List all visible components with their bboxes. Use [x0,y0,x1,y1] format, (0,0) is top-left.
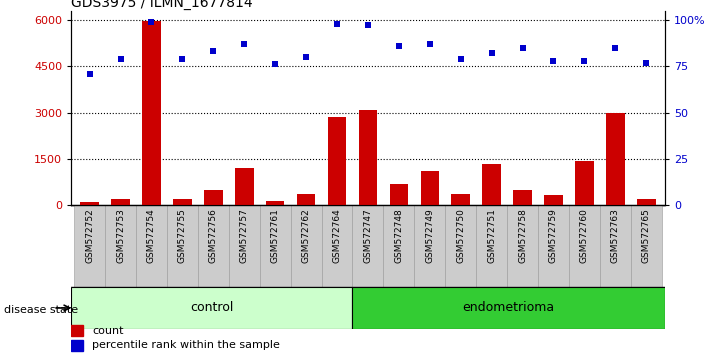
Point [609,45,621,51]
Bar [204,190,223,205]
Bar [600,205,631,287]
Text: GSM572759: GSM572759 [549,208,558,263]
Bar [544,195,562,205]
Point [486,50,497,56]
Point [115,56,127,62]
Bar [538,205,569,287]
Point [146,19,157,24]
Text: GSM572761: GSM572761 [271,208,279,263]
Point [362,23,374,28]
Text: GSM572749: GSM572749 [425,208,434,263]
Point [424,41,435,47]
Text: GSM572762: GSM572762 [301,208,311,263]
Text: disease state: disease state [4,305,77,315]
Bar [575,161,594,205]
Bar [167,205,198,287]
Text: count: count [92,326,124,336]
Text: GSM572764: GSM572764 [333,208,341,263]
Text: GSM572756: GSM572756 [209,208,218,263]
Text: GSM572750: GSM572750 [456,208,465,263]
Bar [266,201,284,205]
Text: GDS3975 / ILMN_1677814: GDS3975 / ILMN_1677814 [71,0,252,10]
Point [331,21,343,27]
Bar [136,205,167,287]
Point [177,56,188,62]
Bar [105,205,136,287]
Bar [513,190,532,205]
Text: GSM572760: GSM572760 [580,208,589,263]
Bar [296,194,316,205]
Bar [358,109,378,205]
Text: GSM572752: GSM572752 [85,208,94,263]
Bar [260,205,291,287]
Point [239,41,250,47]
Text: percentile rank within the sample: percentile rank within the sample [92,340,279,350]
Text: GSM572763: GSM572763 [611,208,620,263]
Point [579,58,590,63]
Point [641,60,652,65]
Bar [507,205,538,287]
Point [84,71,95,76]
Text: GSM572753: GSM572753 [116,208,125,263]
Text: GSM572754: GSM572754 [147,208,156,263]
Point [393,43,405,49]
Bar [74,205,105,287]
Bar [606,113,624,205]
Bar [321,205,353,287]
Bar [198,205,229,287]
Point [547,58,559,63]
Text: GSM572747: GSM572747 [363,208,373,263]
Bar [631,205,662,287]
Bar [291,205,321,287]
Bar [71,325,83,336]
Point [269,62,281,67]
Bar [415,205,445,287]
Text: GSM572748: GSM572748 [395,208,403,263]
Bar [71,287,353,329]
Text: control: control [190,302,233,314]
Bar [445,205,476,287]
Text: GSM572765: GSM572765 [642,208,651,263]
Bar [173,199,192,205]
Bar [476,205,507,287]
Point [517,45,528,51]
Bar [451,194,470,205]
Point [301,54,312,60]
Bar [390,184,408,205]
Text: GSM572755: GSM572755 [178,208,187,263]
Bar [80,202,99,205]
Bar [328,117,346,205]
Point [455,56,466,62]
Bar [71,340,83,351]
Bar [353,287,665,329]
Bar [142,22,161,205]
Bar [112,199,130,205]
Text: endometrioma: endometrioma [462,302,555,314]
Text: GSM572751: GSM572751 [487,208,496,263]
Bar [569,205,600,287]
Text: GSM572758: GSM572758 [518,208,527,263]
Text: GSM572757: GSM572757 [240,208,249,263]
Bar [482,164,501,205]
Bar [420,171,439,205]
Bar [637,199,656,205]
Point [208,48,219,54]
Bar [383,205,415,287]
Bar [235,168,254,205]
Bar [353,205,383,287]
Bar [229,205,260,287]
